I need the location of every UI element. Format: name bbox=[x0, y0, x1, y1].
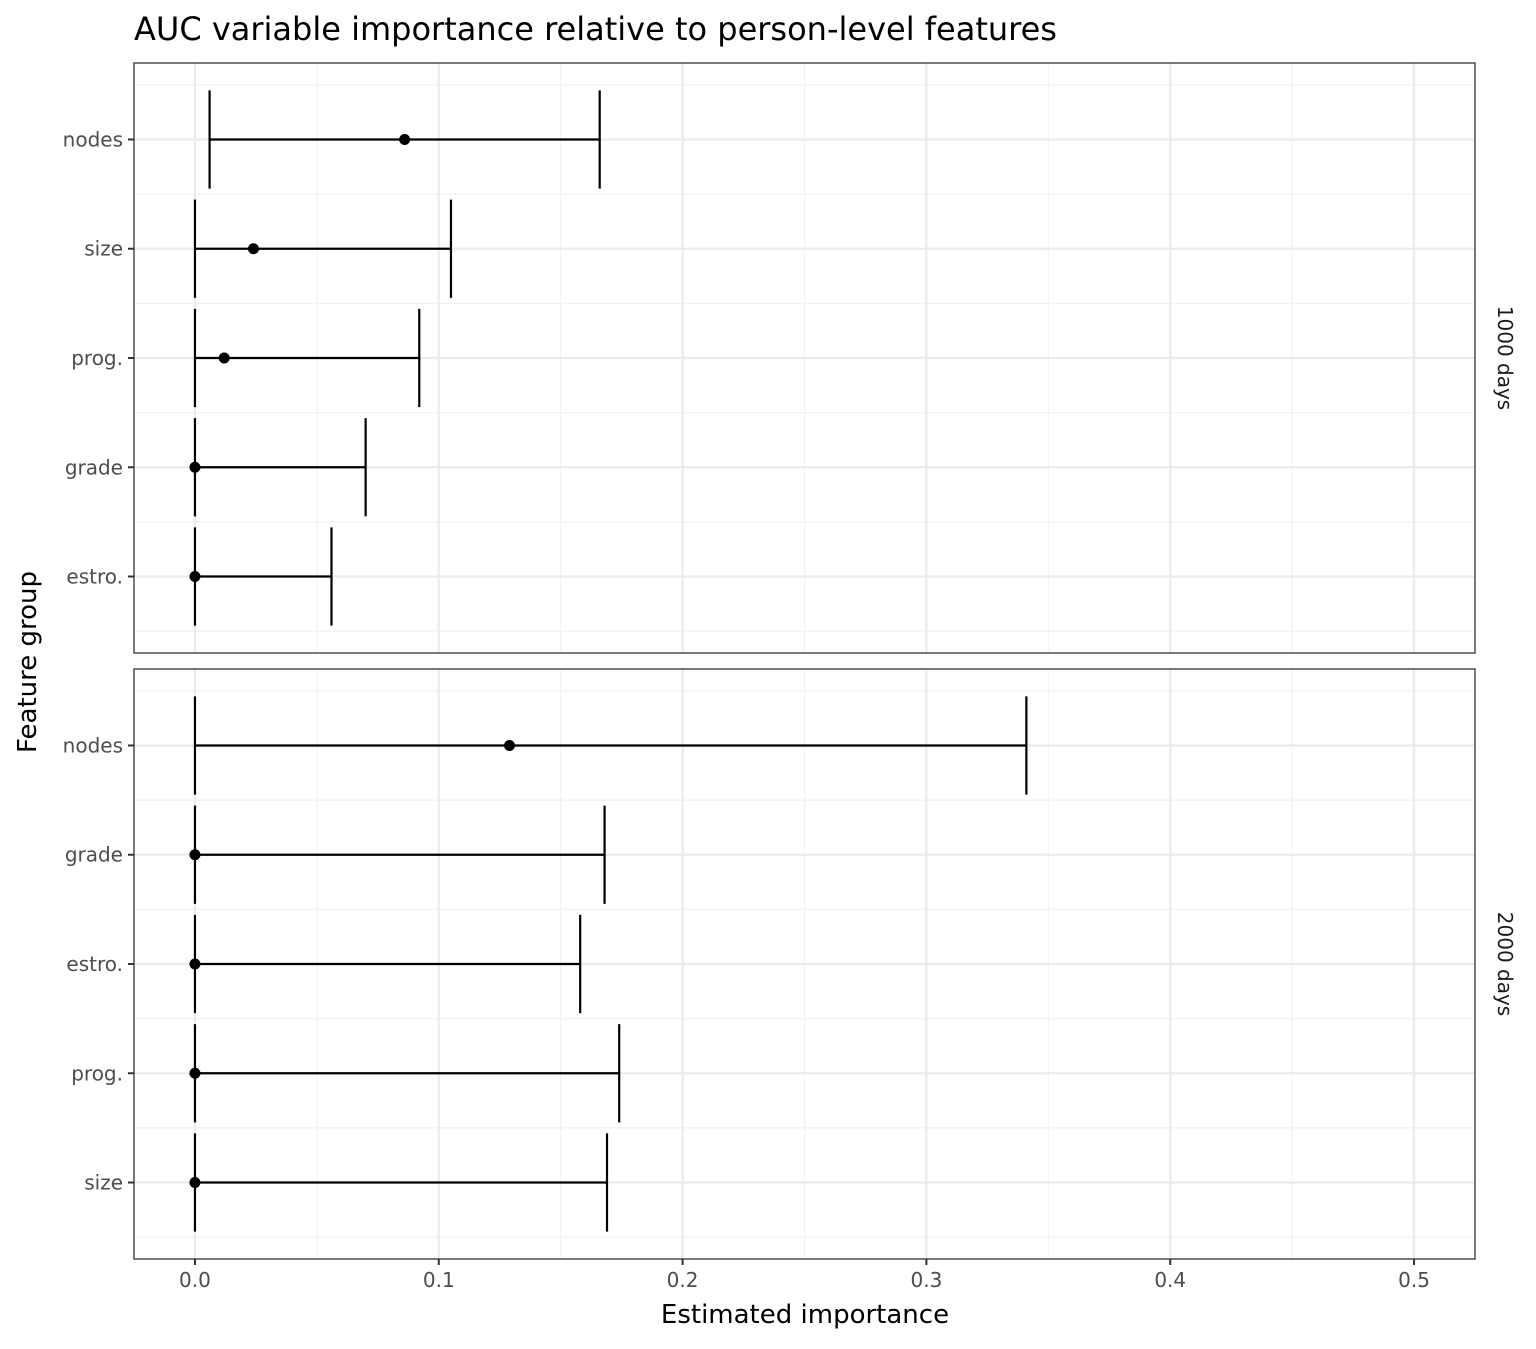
facet-strip-label: 2000 days bbox=[1493, 912, 1517, 1016]
y-tick-label: estro. bbox=[66, 565, 123, 589]
y-tick-label: size bbox=[84, 1171, 123, 1195]
chart-title: AUC variable importance relative to pers… bbox=[134, 10, 1057, 48]
x-axis-title: Estimated importance bbox=[661, 1300, 949, 1330]
point-grade bbox=[189, 461, 201, 473]
y-tick-label: nodes bbox=[63, 733, 123, 757]
x-tick-label: 0.2 bbox=[667, 1268, 699, 1292]
y-tick-label: size bbox=[84, 237, 123, 261]
facet-panel-2: nodes grade estro. prog. size 2000 days bbox=[63, 668, 1517, 1260]
facet-panel-1: nodes size prog. grade estro. 1000 days bbox=[63, 62, 1517, 654]
x-tick-label: 0.4 bbox=[1154, 1268, 1186, 1292]
y-tick-label: prog. bbox=[71, 1061, 123, 1085]
y-tick-label: grade bbox=[65, 843, 123, 867]
x-tick-label: 0.3 bbox=[911, 1268, 943, 1292]
x-tick-label: 0.5 bbox=[1398, 1268, 1430, 1292]
y-tick-label: prog. bbox=[71, 346, 123, 370]
point-grade bbox=[189, 849, 201, 861]
point-size bbox=[247, 243, 259, 255]
x-tick-label: 0.1 bbox=[423, 1268, 455, 1292]
y-axis-title: Feature group bbox=[13, 571, 43, 753]
panel-border bbox=[133, 62, 1476, 654]
point-estro. bbox=[189, 571, 201, 583]
point-estro. bbox=[189, 958, 201, 970]
x-tick-label: 0.0 bbox=[179, 1268, 211, 1292]
y-tick-label: grade bbox=[65, 455, 123, 479]
point-nodes bbox=[399, 133, 411, 145]
point-prog. bbox=[218, 352, 230, 364]
point-prog. bbox=[189, 1067, 201, 1079]
facet-strip-label: 1000 days bbox=[1493, 306, 1517, 410]
y-tick-label: estro. bbox=[66, 952, 123, 976]
point-nodes bbox=[503, 739, 515, 751]
panel-border bbox=[133, 668, 1476, 1260]
y-tick-label: nodes bbox=[63, 127, 123, 151]
point-size bbox=[189, 1177, 201, 1189]
